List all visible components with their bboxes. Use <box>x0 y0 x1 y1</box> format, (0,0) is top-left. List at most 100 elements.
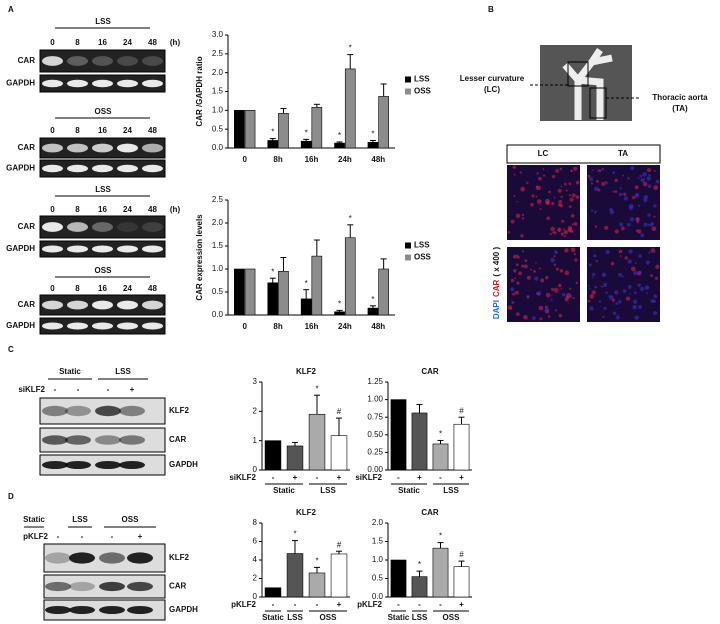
stain <box>601 181 606 186</box>
stain <box>551 202 555 206</box>
bar <box>453 566 470 598</box>
group-label: LSS <box>320 486 336 495</box>
stain <box>515 263 519 267</box>
stain <box>551 294 553 297</box>
row-label: KLF2 <box>169 553 190 562</box>
significance-mark: # <box>337 540 342 549</box>
y-tick-label: 8 <box>253 518 258 527</box>
stain <box>604 181 609 185</box>
stain <box>570 169 574 173</box>
stain <box>563 235 566 238</box>
x-tick-label: - <box>294 600 297 609</box>
stain <box>507 305 513 310</box>
stain <box>564 248 569 253</box>
stain <box>614 229 619 234</box>
stain <box>549 233 552 236</box>
stain <box>625 296 631 301</box>
bar <box>432 547 449 598</box>
band <box>45 581 71 592</box>
y-tick-label: 3 <box>253 377 258 386</box>
stain <box>557 188 562 193</box>
stain <box>567 225 573 231</box>
stain <box>513 254 517 259</box>
row-label: CAR <box>18 56 36 65</box>
band <box>65 435 91 445</box>
panel-label: B <box>488 5 494 14</box>
significance-mark: # <box>337 407 342 416</box>
bar <box>267 282 279 316</box>
stain <box>521 264 525 268</box>
stain <box>536 290 542 296</box>
bar <box>390 559 407 598</box>
significance-mark: * <box>439 430 442 439</box>
stain <box>629 217 635 222</box>
stain <box>637 204 641 207</box>
significance-mark: * <box>349 214 352 223</box>
stain <box>512 292 516 296</box>
stain <box>589 287 591 290</box>
band <box>69 606 95 614</box>
stain <box>526 181 529 184</box>
blot-header: LSS <box>95 17 111 26</box>
row-label: siKLF2 <box>18 385 45 394</box>
stain <box>628 249 633 254</box>
stain <box>560 185 563 188</box>
stain <box>589 177 594 182</box>
stain <box>511 301 515 304</box>
x-tick-label: 24h <box>338 322 352 331</box>
stain <box>535 185 539 189</box>
band <box>45 606 71 614</box>
significance-mark: * <box>315 384 318 393</box>
band <box>95 461 121 469</box>
x-tick-label: - <box>316 473 319 482</box>
stain <box>637 176 640 179</box>
stain <box>568 194 572 197</box>
stain <box>648 251 651 254</box>
band <box>119 461 145 469</box>
bar <box>300 140 312 149</box>
micrograph <box>587 247 660 322</box>
stain <box>520 186 526 192</box>
bar <box>244 110 256 149</box>
row-label: CAR <box>169 582 187 591</box>
band <box>67 164 88 173</box>
stain <box>649 224 653 227</box>
band <box>119 405 145 417</box>
lane-label: 48 <box>148 126 157 135</box>
stain <box>568 182 572 186</box>
stain <box>570 247 576 253</box>
ylabel-part: ( x 400 ) <box>492 247 501 277</box>
panel-label: A <box>8 5 14 14</box>
stain <box>514 277 517 280</box>
stain <box>653 185 659 191</box>
y-tick-label: 0.25 <box>367 448 383 457</box>
stain <box>531 316 536 321</box>
stain <box>560 287 563 290</box>
legend-swatch <box>405 242 411 249</box>
stain <box>588 263 592 267</box>
stain <box>542 168 545 171</box>
row-label: siKLF2 <box>355 473 382 482</box>
legend-label: OSS <box>414 253 432 262</box>
stain <box>594 285 598 289</box>
stain <box>568 294 573 299</box>
stain <box>639 174 643 178</box>
y-tick-label: 1.5 <box>372 537 384 546</box>
stain <box>588 285 590 287</box>
imaging-ylabel: DAPI CAR ( x 400 ) <box>492 247 501 320</box>
y-tick-label: 0.50 <box>367 430 383 439</box>
stain <box>544 198 550 204</box>
x-tick-label: + <box>293 473 298 482</box>
stain <box>520 234 524 238</box>
stain <box>546 216 551 221</box>
stain <box>513 268 517 273</box>
sign: + <box>130 385 135 394</box>
significance-mark: * <box>338 131 341 140</box>
stain <box>575 195 580 199</box>
stain <box>604 225 609 230</box>
x-tick-label: - <box>397 473 400 482</box>
stain <box>533 269 536 273</box>
stain <box>633 270 638 276</box>
band <box>67 322 88 330</box>
stain <box>526 275 531 280</box>
